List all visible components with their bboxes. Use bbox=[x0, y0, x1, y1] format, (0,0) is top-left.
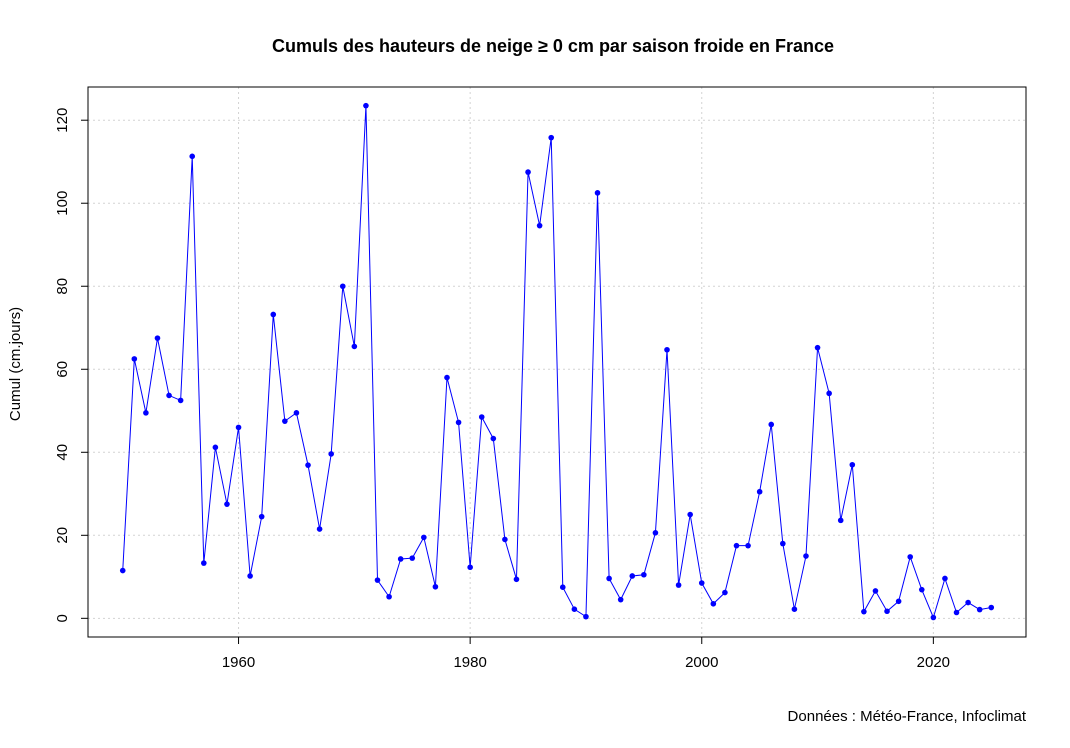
data-point bbox=[247, 573, 253, 579]
data-point bbox=[374, 577, 381, 583]
y-tick-label: 120 bbox=[54, 108, 71, 133]
data-point bbox=[826, 390, 832, 397]
data-point bbox=[131, 356, 138, 362]
data-point bbox=[583, 613, 589, 620]
data-point bbox=[397, 556, 404, 562]
data-point bbox=[351, 343, 358, 350]
data-point bbox=[733, 542, 740, 549]
series-layer bbox=[119, 102, 995, 621]
data-point bbox=[143, 410, 149, 416]
y-tick-label: 80 bbox=[54, 278, 71, 295]
data-point bbox=[837, 517, 844, 524]
data-point bbox=[814, 344, 821, 351]
data-point bbox=[687, 511, 693, 518]
y-tick-label: 60 bbox=[54, 361, 71, 378]
data-point bbox=[965, 599, 971, 606]
x-tick-label: 2000 bbox=[685, 654, 718, 671]
data-point bbox=[536, 222, 543, 229]
x-axis: 1960 1980 2000 2020 bbox=[222, 636, 950, 671]
data-source: Données : Météo-France, Infoclimat bbox=[788, 708, 1027, 725]
data-point bbox=[444, 374, 450, 381]
data-point bbox=[675, 582, 682, 588]
data-point bbox=[548, 134, 555, 141]
data-point bbox=[502, 536, 508, 543]
data-point bbox=[270, 311, 277, 318]
chart-title: Cumuls des hauteurs de neige ≥ 0 cm par … bbox=[272, 36, 834, 56]
data-point bbox=[177, 397, 184, 404]
data-point bbox=[305, 462, 311, 468]
data-point bbox=[455, 419, 462, 426]
x-tick-label: 1960 bbox=[222, 654, 255, 671]
y-axis-label: Cumul (cm.jours) bbox=[7, 307, 24, 421]
series-line bbox=[122, 105, 992, 619]
data-point bbox=[201, 560, 207, 566]
data-point bbox=[617, 596, 624, 603]
data-point bbox=[942, 575, 948, 582]
data-point bbox=[698, 580, 705, 586]
data-point bbox=[235, 424, 242, 431]
data-point bbox=[432, 583, 439, 590]
data-point bbox=[861, 608, 867, 615]
data-point bbox=[513, 576, 520, 583]
grid bbox=[88, 87, 1026, 637]
data-point bbox=[189, 153, 196, 160]
data-point bbox=[652, 530, 659, 536]
x-tick-label: 1980 bbox=[453, 654, 486, 671]
data-point bbox=[467, 564, 473, 571]
data-point bbox=[953, 609, 960, 616]
data-point bbox=[212, 444, 219, 451]
y-axis: 0 20 40 60 80 100 120 bbox=[54, 108, 89, 622]
data-point bbox=[664, 346, 670, 353]
data-point bbox=[490, 435, 497, 442]
data-point bbox=[849, 461, 856, 468]
y-tick-label: 0 bbox=[54, 614, 71, 622]
data-point bbox=[166, 392, 172, 399]
data-point bbox=[988, 604, 995, 611]
data-point bbox=[594, 190, 601, 196]
x-tick-label: 2020 bbox=[917, 654, 950, 671]
data-point bbox=[571, 606, 578, 612]
data-point bbox=[559, 584, 566, 590]
data-point bbox=[363, 102, 369, 109]
data-point bbox=[884, 608, 890, 615]
data-point bbox=[478, 414, 485, 420]
data-point bbox=[316, 526, 323, 532]
data-point bbox=[328, 451, 334, 457]
data-point bbox=[629, 573, 636, 579]
data-point bbox=[421, 534, 427, 541]
data-point bbox=[282, 418, 288, 424]
data-point bbox=[258, 513, 265, 520]
data-point bbox=[907, 554, 913, 560]
data-point bbox=[154, 335, 161, 341]
data-point bbox=[641, 571, 647, 578]
data-point bbox=[224, 501, 230, 507]
data-point bbox=[930, 614, 937, 621]
data-point bbox=[606, 575, 612, 582]
data-point bbox=[710, 600, 717, 607]
data-point bbox=[293, 410, 300, 416]
data-point bbox=[976, 606, 983, 613]
data-point bbox=[780, 540, 786, 547]
data-point bbox=[791, 606, 798, 612]
y-tick-label: 20 bbox=[54, 527, 71, 544]
data-point bbox=[756, 488, 763, 495]
y-tick-label: 40 bbox=[54, 444, 71, 461]
data-point bbox=[339, 283, 346, 290]
data-point bbox=[409, 555, 416, 561]
data-point bbox=[745, 542, 751, 549]
data-point bbox=[722, 589, 728, 596]
data-point bbox=[872, 588, 879, 594]
data-point bbox=[803, 553, 809, 559]
data-point bbox=[918, 586, 925, 593]
data-point bbox=[895, 598, 902, 605]
data-point bbox=[768, 421, 775, 428]
data-point bbox=[525, 169, 531, 175]
data-point bbox=[119, 567, 126, 574]
data-point bbox=[386, 593, 392, 600]
y-tick-label: 100 bbox=[54, 191, 71, 216]
